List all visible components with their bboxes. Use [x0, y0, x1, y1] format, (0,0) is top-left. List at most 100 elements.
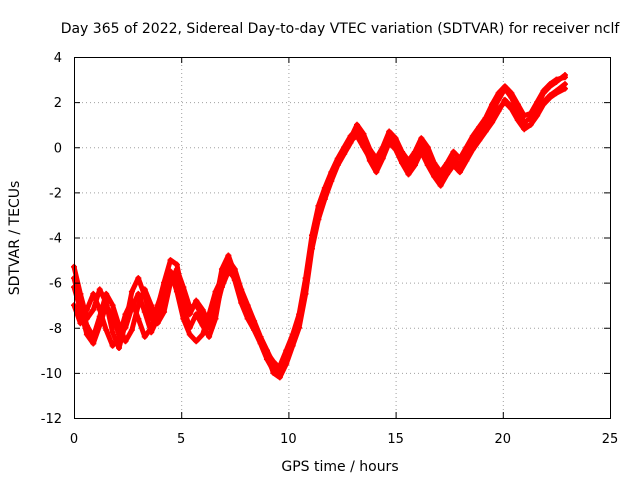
data-point	[534, 110, 541, 117]
data-point	[521, 112, 528, 119]
data-point	[186, 331, 193, 338]
data-point	[199, 331, 206, 338]
data-point	[173, 266, 180, 273]
data-point	[296, 320, 303, 327]
plot-area	[71, 72, 568, 381]
data-point	[135, 302, 142, 309]
y-tick-label: -12	[41, 412, 62, 427]
data-point	[225, 268, 232, 275]
data-point	[116, 345, 123, 352]
data-point	[199, 313, 206, 320]
data-point	[135, 275, 142, 282]
data-point	[231, 266, 238, 273]
data-point	[553, 87, 560, 94]
x-axis-label: GPS time / hours	[281, 459, 398, 475]
data-point	[244, 311, 251, 318]
data-point	[109, 329, 116, 336]
data-point	[424, 157, 431, 164]
data-point	[116, 322, 123, 329]
data-point	[437, 169, 444, 176]
data-point	[321, 191, 328, 198]
data-point	[90, 340, 97, 347]
data-point	[206, 333, 213, 340]
data-point	[360, 144, 367, 151]
data-point	[90, 290, 97, 297]
y-tick-label: -4	[49, 232, 62, 247]
data-point	[96, 286, 103, 293]
data-point	[399, 155, 406, 162]
data-point	[360, 130, 367, 137]
data-point	[238, 297, 245, 304]
y-tick-label: -6	[49, 277, 62, 292]
data-point	[315, 211, 322, 218]
data-point	[128, 327, 135, 334]
data-point	[527, 110, 534, 117]
y-axis-label: SDTVAR / TECUs	[7, 181, 23, 296]
data-point	[366, 146, 373, 153]
data-point	[334, 157, 341, 164]
data-point	[354, 132, 361, 139]
data-point	[405, 166, 412, 173]
data-point	[553, 76, 560, 83]
data-point	[212, 288, 219, 295]
data-point	[122, 311, 129, 318]
data-point	[561, 74, 568, 81]
data-point	[379, 151, 386, 158]
data-point	[561, 81, 568, 88]
data-point	[546, 81, 553, 88]
data-point	[141, 333, 148, 340]
data-point	[482, 114, 489, 121]
data-point	[141, 286, 148, 293]
y-tick-label: -8	[49, 322, 62, 337]
data-point	[128, 297, 135, 304]
y-tick-label: -10	[41, 367, 62, 382]
data-point	[495, 105, 502, 112]
data-point	[154, 320, 161, 327]
data-point	[347, 137, 354, 144]
data-point	[424, 144, 431, 151]
data-point	[354, 121, 361, 128]
data-point	[231, 275, 238, 282]
data-point	[456, 155, 463, 162]
data-point	[431, 160, 438, 167]
data-point	[289, 340, 296, 347]
data-point	[90, 333, 97, 340]
data-point	[96, 313, 103, 320]
data-point	[546, 92, 553, 99]
data-point	[141, 308, 148, 315]
data-point	[186, 304, 193, 311]
x-tick-label: 15	[387, 432, 404, 447]
data-point	[450, 148, 457, 155]
data-point	[489, 117, 496, 124]
data-point	[251, 324, 258, 331]
data-point	[167, 268, 174, 275]
data-point	[444, 160, 451, 167]
ticks: 0 5 10 15 20 25 -12 -10 -8 -6 -4 -2 0 2 4	[41, 51, 619, 447]
data-point	[206, 311, 213, 318]
data-point	[418, 135, 425, 142]
data-point	[308, 241, 315, 248]
x-tick-label: 0	[70, 432, 78, 447]
data-point	[328, 173, 335, 180]
data-point	[366, 155, 373, 162]
data-point	[495, 90, 502, 97]
data-point	[270, 358, 277, 365]
data-point	[540, 99, 547, 106]
data-point	[90, 306, 97, 313]
data-point	[109, 302, 116, 309]
data-point	[128, 288, 135, 295]
data-point	[77, 320, 84, 327]
x-tick-label: 5	[177, 432, 185, 447]
data-point	[469, 132, 476, 139]
data-point	[405, 157, 412, 164]
y-tick-label: 4	[54, 51, 62, 66]
data-point	[489, 101, 496, 108]
data-point	[450, 157, 457, 164]
data-point	[418, 146, 425, 153]
data-point	[521, 126, 528, 133]
data-point	[276, 365, 283, 372]
data-point	[206, 324, 213, 331]
data-point	[476, 123, 483, 130]
data-point	[514, 101, 521, 108]
